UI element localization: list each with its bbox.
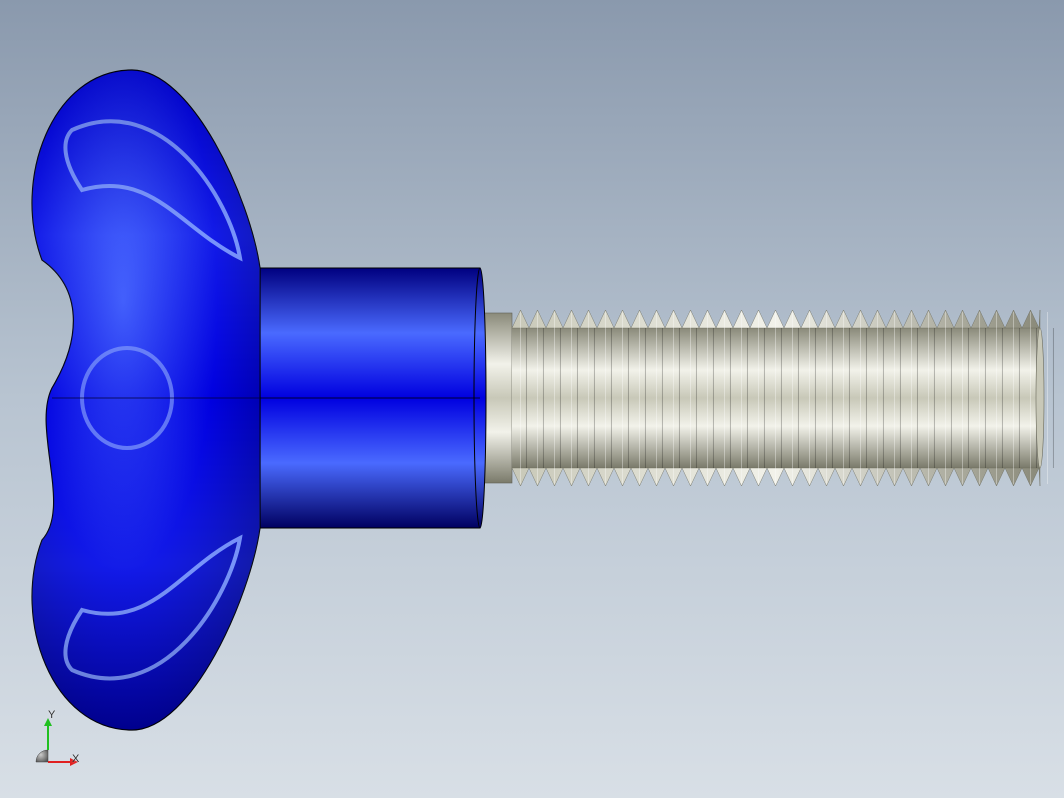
knob-hub-cylinder bbox=[250, 268, 486, 528]
knob-head bbox=[32, 70, 260, 730]
y-axis-label: Y bbox=[48, 710, 55, 721]
axis-origin-icon bbox=[36, 750, 48, 762]
x-axis-label: X bbox=[72, 754, 79, 765]
cad-3d-viewport[interactable]: X Y bbox=[0, 0, 1064, 798]
model-render bbox=[0, 0, 1064, 798]
threaded-shaft bbox=[480, 310, 1053, 486]
axis-triad: X Y bbox=[16, 710, 88, 782]
model-canvas[interactable] bbox=[0, 0, 1064, 798]
